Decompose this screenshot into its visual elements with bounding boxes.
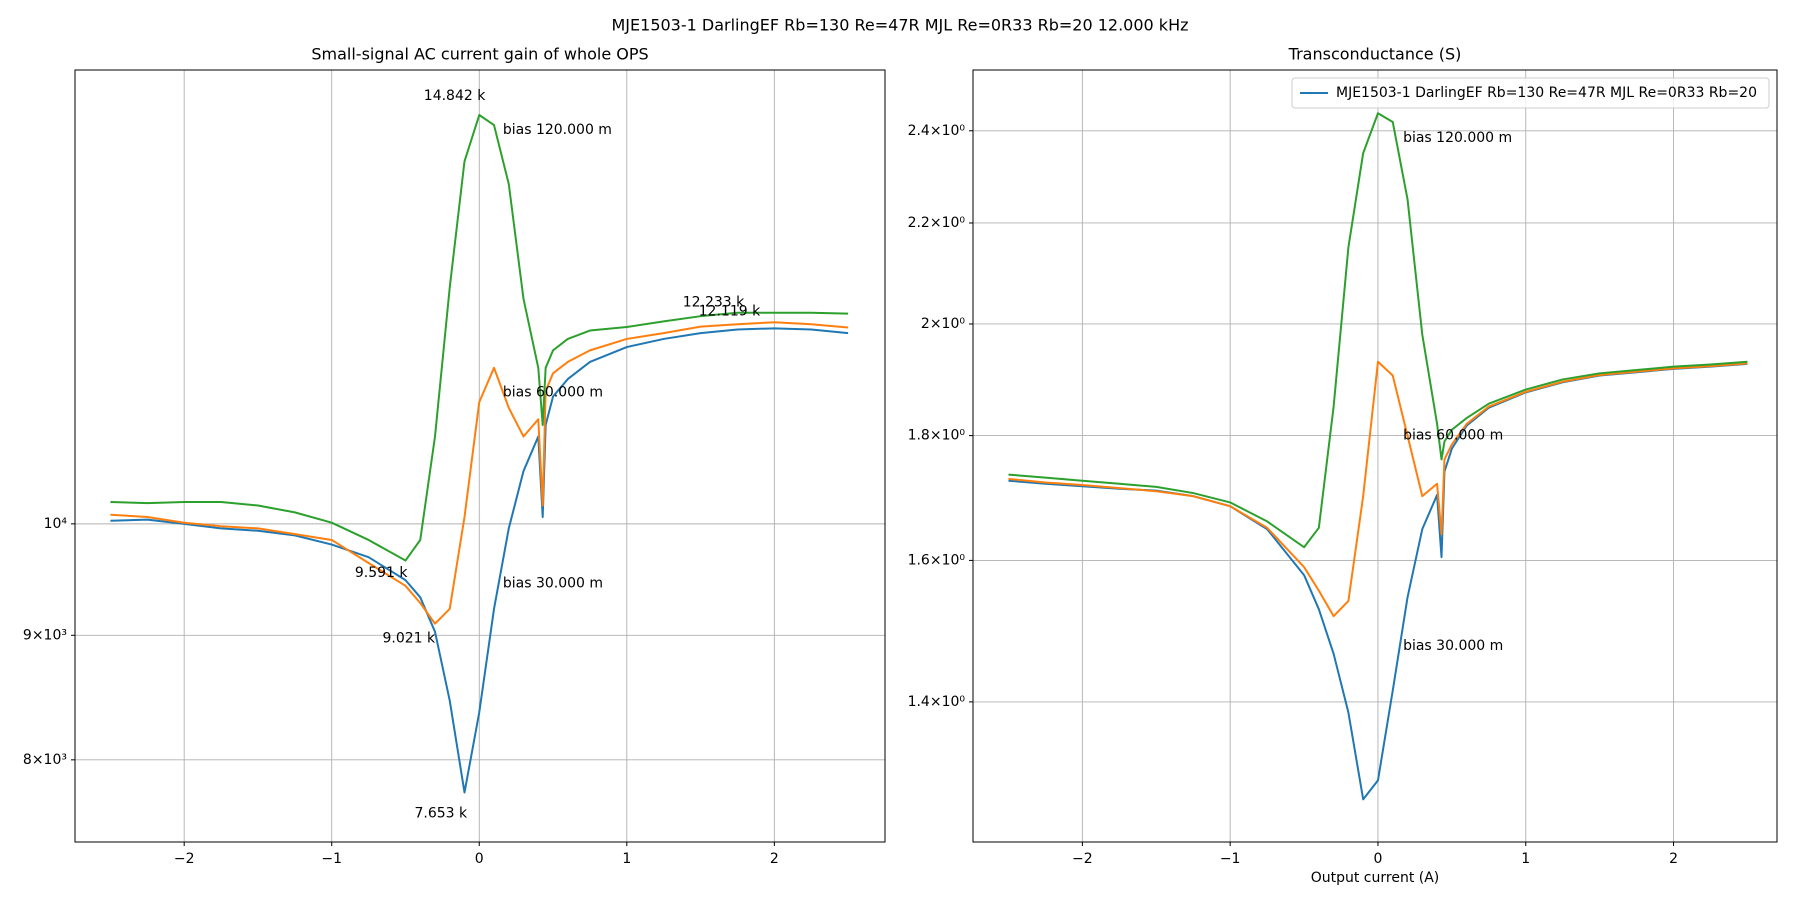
y-tick-label: 1.4×10⁰: [908, 694, 966, 710]
legend-box: [1291, 77, 1770, 109]
legend: MJE1503-1 DarlingEF Rb=130 Re=47R MJL Re…: [1291, 77, 1770, 109]
x-tick-label: 0: [475, 851, 484, 867]
legend-label: MJE1503-1 DarlingEF Rb=130 Re=47R MJL Re…: [1336, 85, 1757, 101]
series-line: [1008, 360, 1748, 618]
y-tick-label: 9×10³: [23, 627, 67, 643]
x-tick-label: 2: [770, 851, 779, 867]
annotation: 12.119 k: [699, 303, 761, 319]
x-tick-label: −1: [321, 851, 342, 867]
annotation: bias 60.000 m: [1403, 428, 1503, 444]
y-tick-label: 10⁴: [44, 516, 68, 532]
axes-frame: [972, 69, 1778, 843]
series-line: [110, 114, 849, 562]
x-tick-label: −1: [1220, 851, 1241, 867]
series-line: [110, 321, 849, 625]
annotation: 12.233 k: [683, 294, 745, 310]
annotation: 14.842 k: [424, 88, 486, 104]
annotation: bias 30.000 m: [1403, 638, 1503, 654]
subplot: Transconductance (S) −2 −1 0 1 2 1.4×10⁰ 1.6×10…: [908, 45, 1778, 886]
y-tick-label: 2.2×10⁰: [908, 215, 966, 231]
x-tick-label: −2: [1072, 851, 1093, 867]
series-line: [1008, 112, 1748, 549]
annotation: bias 120.000 m: [503, 122, 612, 138]
y-tick-label: 2×10⁰: [921, 316, 965, 332]
annotation: bias 60.000 m: [503, 385, 603, 401]
annotation: 9.021 k: [382, 631, 436, 647]
y-tick-label: 2.4×10⁰: [908, 123, 966, 139]
y-tick-label: 1.8×10⁰: [908, 428, 966, 444]
x-axis-label: Output current (A): [1311, 870, 1440, 886]
x-tick-label: 1: [1521, 851, 1530, 867]
x-tick-label: 2: [1669, 851, 1678, 867]
annotation: bias 30.000 m: [503, 576, 603, 592]
chart-title: Small-signal AC current gain of whole OP…: [311, 45, 648, 64]
annotation: 7.653 k: [414, 805, 468, 821]
x-tick-label: −2: [174, 851, 195, 867]
x-tick-label: 1: [622, 851, 631, 867]
annotation: bias 120.000 m: [1403, 130, 1512, 146]
annotation: 9.591 k: [355, 565, 409, 581]
figure-title: MJE1503-1 DarlingEF Rb=130 Re=47R MJL Re…: [612, 16, 1189, 35]
axes-frame: [74, 69, 886, 843]
chart-title: Transconductance (S): [1288, 45, 1462, 64]
y-tick-label: 8×10³: [23, 752, 67, 768]
subplot: Small-signal AC current gain of whole OP…: [23, 45, 886, 867]
x-tick-label: 0: [1373, 851, 1382, 867]
y-tick-label: 1.6×10⁰: [908, 552, 966, 568]
series-line: [110, 327, 849, 794]
